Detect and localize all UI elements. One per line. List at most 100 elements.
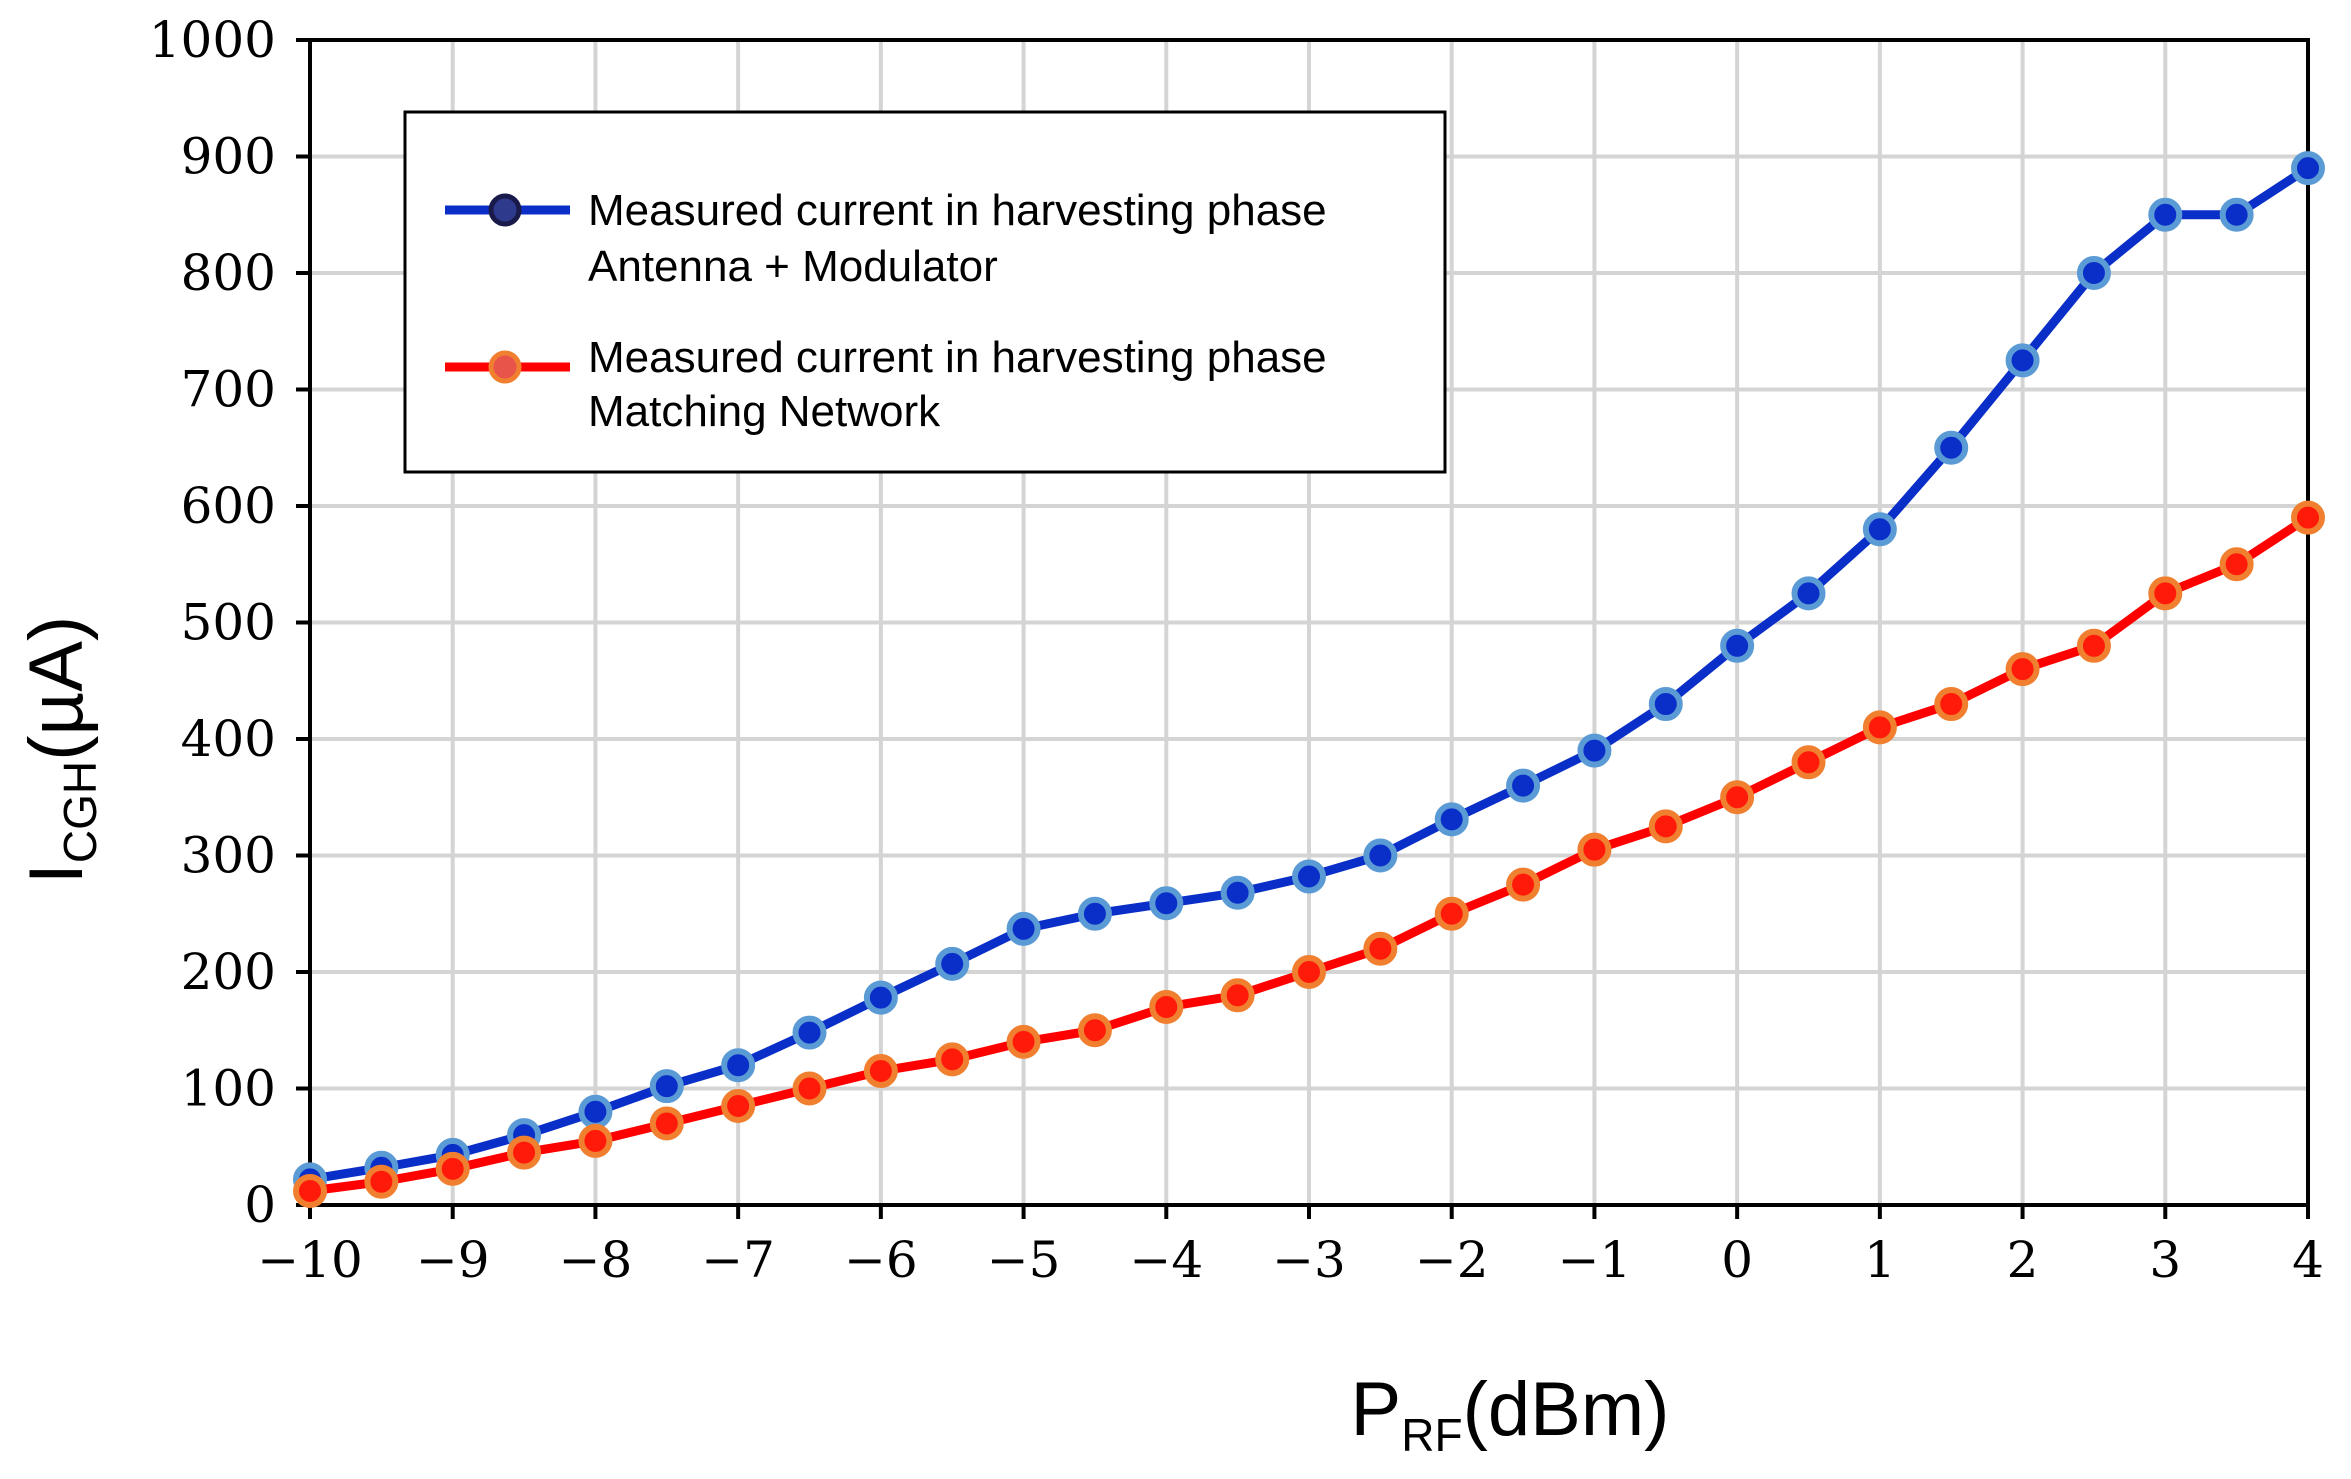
- y-tick-label: 400: [181, 710, 276, 768]
- data-point: [2005, 652, 2040, 687]
- data-point: [863, 980, 898, 1015]
- x-tick-label: −2: [1415, 1231, 1489, 1289]
- data-point: [649, 1069, 684, 1104]
- data-point: [2291, 151, 2325, 186]
- x-tick-label: 4: [2292, 1231, 2324, 1289]
- y-axis-label: ICGH(µA): [14, 616, 106, 884]
- data-point: [1434, 802, 1469, 837]
- data-point: [1077, 896, 1112, 931]
- y-tick-label: 900: [181, 128, 276, 186]
- data-point: [578, 1094, 613, 1129]
- legend: Measured current in harvesting phase Ante…: [403, 110, 1447, 474]
- data-point: [1363, 838, 1398, 873]
- y-tick-label: 100: [181, 1060, 276, 1118]
- data-point: [863, 1054, 898, 1089]
- x-tick-label: 1: [1864, 1231, 1896, 1289]
- data-point: [2148, 197, 2183, 232]
- x-tick-label: −8: [559, 1231, 633, 1289]
- data-point: [435, 1151, 470, 1186]
- x-axis-label: PRF(dBm): [1351, 1367, 1670, 1461]
- y-tick-label: 700: [181, 361, 276, 419]
- legend-box: [403, 110, 1447, 474]
- data-point: [1934, 687, 1969, 722]
- x-axis-label-main: P: [1351, 1367, 1402, 1452]
- data-point: [721, 1088, 756, 1123]
- data-point: [2291, 500, 2325, 535]
- x-tick-label: −7: [701, 1231, 775, 1289]
- axes: −10 −9 −8 −7 −6 −5 −4 −3 −2 −1 0 1 2 3 401002003004005…: [149, 11, 2324, 1289]
- y-tick-label: 200: [181, 943, 276, 1001]
- data-point: [649, 1106, 684, 1141]
- data-point: [1862, 512, 1897, 547]
- data-point: [1292, 955, 1326, 989]
- data-point: [1577, 733, 1612, 768]
- data-point: [1220, 978, 1255, 1013]
- data-point: [935, 946, 970, 981]
- y-tick-label: 0: [244, 1176, 276, 1234]
- data-point: [578, 1123, 613, 1158]
- data-point: [1862, 710, 1897, 745]
- legend-label-line2: Antenna + Modulator: [588, 242, 998, 291]
- data-point: [1006, 911, 1041, 946]
- data-point: [792, 1071, 827, 1106]
- x-tick-label: −1: [1558, 1231, 1632, 1289]
- legend-label-line1: Measured current in harvesting phase: [588, 333, 1327, 382]
- data-point: [1720, 628, 1755, 663]
- legend-label-line1: Measured current in harvesting phase: [588, 186, 1327, 235]
- data-point: [2148, 576, 2183, 611]
- data-point: [2076, 628, 2111, 663]
- data-point: [1791, 745, 1826, 780]
- x-axis-label-unit: (dBm): [1463, 1367, 1670, 1452]
- data-point: [1791, 576, 1826, 611]
- data-point: [2219, 197, 2254, 232]
- data-point: [1006, 1024, 1041, 1059]
- y-tick-label: 1000: [149, 11, 276, 69]
- y-tick-label: 800: [181, 244, 276, 302]
- x-axis-label-sub: RF: [1401, 1409, 1462, 1461]
- data-point: [935, 1042, 970, 1077]
- data-point: [1292, 859, 1326, 894]
- data-point: [2005, 343, 2040, 378]
- data-point: [1577, 832, 1612, 867]
- data-point: [1934, 430, 1969, 465]
- data-point: [1720, 780, 1755, 815]
- x-tick-label: 3: [2149, 1231, 2181, 1289]
- x-tick-label: 0: [1721, 1231, 1753, 1289]
- legend-marker-swatch: [488, 350, 522, 384]
- series-2: [293, 500, 2325, 1209]
- y-axis-label-unit: (µA): [14, 616, 99, 761]
- legend-marker-swatch: [488, 193, 522, 227]
- data-point: [1648, 809, 1683, 844]
- data-point: [1149, 886, 1184, 921]
- data-point: [1648, 687, 1683, 722]
- x-tick-label: −4: [1129, 1231, 1203, 1289]
- y-axis-label-main: I: [14, 863, 99, 884]
- y-tick-label: 500: [181, 594, 276, 652]
- data-point: [1363, 931, 1398, 966]
- data-point: [1506, 768, 1541, 803]
- x-tick-label: −9: [416, 1231, 490, 1289]
- x-tick-label: −3: [1272, 1231, 1346, 1289]
- series-layer: [293, 151, 2325, 1209]
- x-tick-label: −5: [987, 1231, 1061, 1289]
- x-tick-label: −10: [257, 1231, 363, 1289]
- x-tick-label: −6: [844, 1231, 918, 1289]
- data-point: [507, 1135, 542, 1170]
- data-point: [721, 1048, 756, 1083]
- data-point: [1506, 867, 1541, 902]
- y-tick-label: 600: [181, 477, 276, 535]
- data-point: [2219, 547, 2254, 582]
- series-1: [293, 151, 2325, 1197]
- data-point: [1220, 875, 1255, 910]
- legend-entry-1: Measured current in harvesting phase Ante…: [445, 186, 1327, 291]
- legend-label-line2: Matching Network: [588, 387, 941, 436]
- data-point: [1434, 896, 1469, 931]
- y-axis-label-sub: CGH: [54, 761, 106, 863]
- data-point: [2076, 256, 2111, 290]
- data-point: [293, 1174, 327, 1209]
- legend-entry-2: Measured current in harvesting phase Matc…: [445, 333, 1327, 436]
- data-point: [792, 1015, 827, 1050]
- data-point: [364, 1164, 399, 1199]
